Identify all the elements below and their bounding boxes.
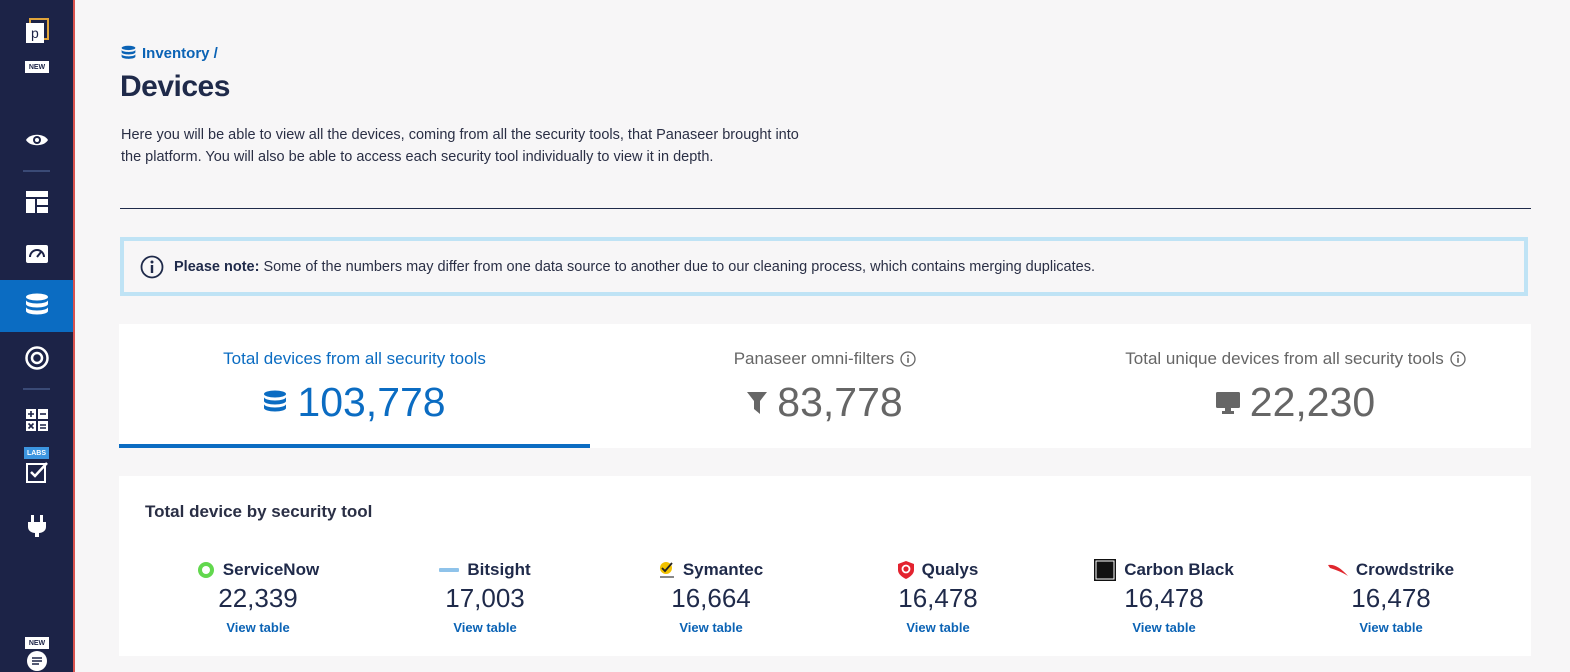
page-title: Devices — [120, 70, 230, 103]
checkbox-icon — [25, 462, 48, 483]
stats-panel: Total devices from all security tools 10… — [119, 324, 1531, 448]
tool-card-carbon-black: Carbon Black 16,478 View table — [1051, 559, 1277, 635]
tools-panel: Total device by security tool ServiceNow… — [119, 476, 1531, 656]
panaseer-logo[interactable]: p — [0, 16, 73, 46]
view-table-link[interactable]: View table — [1359, 620, 1423, 635]
sidebar-item-calculator[interactable] — [0, 402, 73, 438]
labs-badge: LABS — [24, 447, 49, 459]
info-note: Please note: Some of the numbers may dif… — [120, 237, 1528, 296]
stat-number: 103,778 — [297, 379, 446, 425]
sidebar: p NEW — [0, 0, 75, 672]
stat-label: Total unique devices from all security t… — [1060, 349, 1531, 369]
carbon-black-logo-icon — [1094, 559, 1117, 581]
tool-name: Carbon Black — [1051, 559, 1277, 581]
tool-name-text: Carbon Black — [1124, 560, 1234, 579]
new-badge: NEW — [25, 61, 49, 73]
tool-count: 16,664 — [671, 583, 751, 613]
dashboard-icon — [25, 191, 48, 213]
tool-count: 17,003 — [445, 583, 525, 613]
stat-label-text: Total unique devices from all security t… — [1125, 349, 1444, 368]
breadcrumb[interactable]: Inventory / — [121, 45, 218, 62]
tool-name: Crowdstrike — [1278, 560, 1504, 580]
tool-count: 16,478 — [898, 583, 978, 613]
tool-count: 22,339 — [218, 583, 298, 613]
qualys-logo-icon — [897, 561, 914, 579]
sidebar-item-integrations[interactable] — [0, 508, 73, 544]
sidebar-item-labs[interactable] — [0, 458, 73, 486]
view-table-link[interactable]: View table — [906, 620, 970, 635]
tool-name-text: ServiceNow — [222, 560, 320, 579]
target-icon — [24, 346, 49, 370]
stat-value: 103,778 — [119, 379, 590, 426]
database-icon — [25, 293, 48, 315]
note-label: Please note: — [174, 258, 260, 275]
stat-value: 83,778 — [590, 379, 1060, 426]
calculator-icon — [25, 409, 48, 431]
breadcrumb-label[interactable]: Inventory / — [142, 45, 218, 62]
stat-label-text: Panaseer omni-filters — [733, 349, 895, 368]
bitsight-logo-icon — [439, 568, 460, 572]
sidebar-item-metrics[interactable] — [0, 236, 73, 272]
view-table-link[interactable]: View table — [679, 620, 743, 635]
active-tab-indicator — [119, 444, 590, 448]
sidebar-item-chat[interactable] — [0, 650, 73, 672]
tool-count: 16,478 — [1124, 583, 1204, 613]
stat-number: 83,778 — [777, 379, 903, 425]
view-table-link[interactable]: View table — [453, 620, 517, 635]
chat-icon — [26, 651, 47, 671]
tool-count: 16,478 — [1351, 583, 1431, 613]
sidebar-item-overview[interactable] — [0, 122, 73, 158]
monitor-icon — [1215, 391, 1240, 414]
svg-text:p: p — [31, 25, 39, 41]
info-icon — [140, 255, 164, 278]
tool-name-text: Qualys — [921, 560, 979, 579]
sidebar-divider — [23, 170, 50, 172]
logo-icon: p — [25, 18, 49, 43]
plug-icon — [27, 515, 46, 537]
view-table-link[interactable]: View table — [226, 620, 290, 635]
tab-omni-filters[interactable]: Panaseer omni-filters 83,778 — [590, 324, 1060, 448]
note-body: Some of the numbers may differ from one … — [259, 258, 1095, 275]
tool-card-crowdstrike: Crowdstrike 16,478 View table — [1278, 560, 1504, 635]
sidebar-item-dashboards[interactable] — [0, 184, 73, 220]
tool-name: ServiceNow — [145, 560, 371, 580]
database-icon — [264, 390, 287, 411]
tool-name: Qualys — [825, 560, 1051, 580]
tool-card-qualys: Qualys 16,478 View table — [825, 560, 1051, 635]
servicenow-logo-icon — [197, 562, 214, 578]
view-table-link[interactable]: View table — [1132, 620, 1196, 635]
sidebar-item-inventory[interactable] — [0, 280, 73, 332]
tool-name: Bitsight — [372, 560, 598, 580]
tab-unique-devices[interactable]: Total unique devices from all security t… — [1060, 324, 1531, 448]
tab-total-devices[interactable]: Total devices from all security tools 10… — [119, 324, 590, 448]
stat-label: Panaseer omni-filters — [590, 349, 1060, 369]
tool-name-text: Symantec — [682, 560, 764, 579]
sidebar-divider — [23, 388, 50, 390]
note-text: Please note: Some of the numbers may dif… — [174, 259, 1095, 275]
tool-name-text: Crowdstrike — [1355, 560, 1455, 579]
tool-card-servicenow: ServiceNow 22,339 View table — [145, 560, 371, 635]
stat-number: 22,230 — [1249, 379, 1376, 425]
divider — [120, 208, 1531, 209]
tool-name-text: Bitsight — [467, 560, 531, 579]
tool-card-bitsight: Bitsight 17,003 View table — [372, 560, 598, 635]
new-badge: NEW — [25, 637, 49, 649]
sidebar-item-targets[interactable] — [0, 340, 73, 376]
page-description: Here you will be able to view all the de… — [121, 127, 799, 165]
database-icon — [121, 45, 136, 59]
gauge-icon — [25, 245, 48, 263]
stat-label: Total devices from all security tools — [223, 349, 486, 368]
filter-icon — [747, 391, 768, 414]
tools-title: Total device by security tool — [145, 502, 373, 521]
symantec-logo-icon — [659, 562, 674, 578]
eye-icon — [25, 134, 48, 146]
tool-card-symantec: Symantec 16,664 View table — [598, 560, 824, 635]
stat-value: 22,230 — [1060, 379, 1531, 426]
tool-name: Symantec — [598, 560, 824, 580]
info-icon[interactable] — [900, 351, 916, 367]
info-icon[interactable] — [1450, 351, 1466, 367]
crowdstrike-logo-icon — [1327, 564, 1348, 576]
